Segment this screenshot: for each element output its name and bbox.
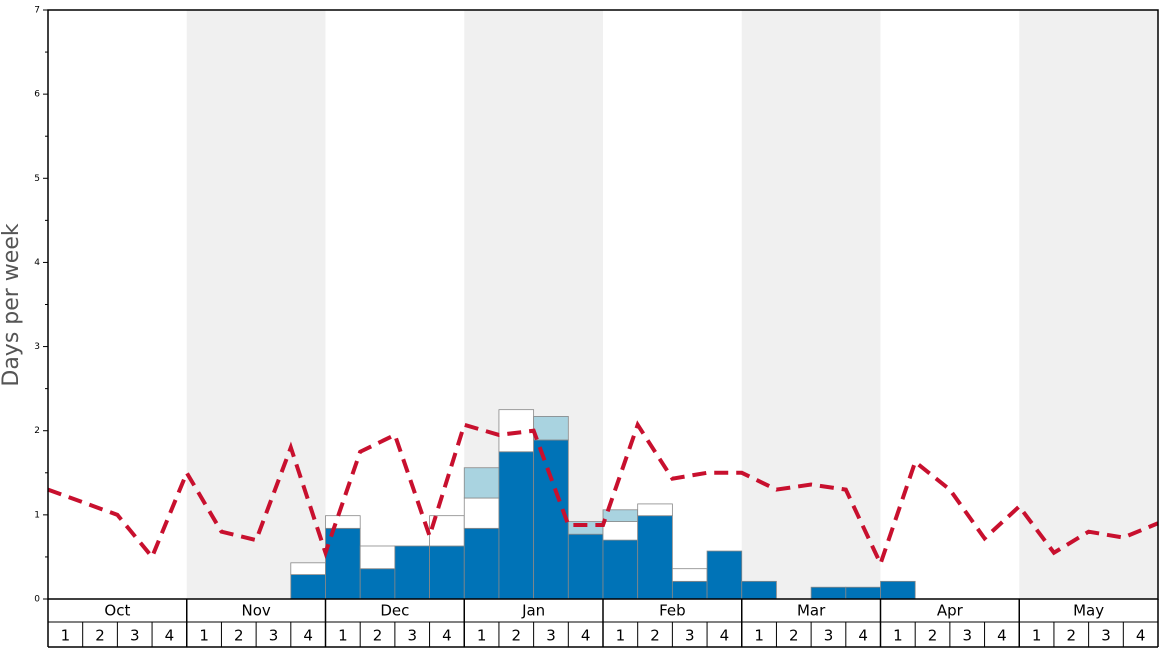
bar-segment	[290, 574, 326, 600]
bar-segment	[845, 586, 881, 600]
week-label: 2	[650, 627, 660, 645]
week-label: 4	[1136, 627, 1146, 645]
bar-segment	[706, 550, 743, 600]
bar-segment	[359, 568, 396, 600]
bar-segment	[325, 527, 361, 600]
bar-segment	[463, 467, 500, 499]
bar-segment	[290, 562, 326, 575]
bar-segment	[671, 580, 708, 600]
week-label: 1	[1032, 627, 1042, 645]
month-label: Feb	[659, 602, 686, 620]
bar-segment	[602, 521, 639, 541]
bar-segment	[602, 539, 639, 600]
bar-segment	[325, 515, 361, 529]
week-label: 4	[997, 627, 1007, 645]
bar-segment	[880, 580, 916, 600]
y-tick-label: 2	[34, 426, 40, 436]
month-label: Mar	[797, 602, 826, 620]
week-label: 3	[1101, 627, 1111, 645]
week-label: 1	[616, 627, 626, 645]
bar-segment	[567, 533, 604, 600]
month-label: Nov	[241, 602, 270, 620]
week-label: 4	[303, 627, 313, 645]
month-shade	[741, 10, 881, 599]
month-label: Oct	[104, 602, 130, 620]
week-label: 4	[442, 627, 452, 645]
y-tick-label: 4	[34, 258, 40, 268]
week-label: 3	[130, 627, 140, 645]
bar-segment	[741, 580, 777, 600]
week-label: 2	[234, 627, 244, 645]
bar-segment	[463, 527, 500, 600]
bar-segment	[602, 509, 639, 522]
week-label: 2	[789, 627, 799, 645]
week-label: 3	[407, 627, 417, 645]
bar-segment	[463, 497, 500, 529]
week-label: 2	[373, 627, 383, 645]
y-tick-label: 7	[34, 6, 40, 16]
y-tick-label: 6	[34, 90, 40, 100]
y-tick-label: 5	[34, 174, 40, 184]
week-label: 1	[199, 627, 209, 645]
week-label: 1	[477, 627, 487, 645]
y-tick-label: 3	[34, 342, 40, 352]
week-label: 4	[581, 627, 591, 645]
bar-segment	[394, 545, 430, 600]
week-label: 2	[928, 627, 938, 645]
week-label: 3	[824, 627, 834, 645]
week-label: 1	[754, 627, 764, 645]
month-label: May	[1073, 602, 1104, 620]
y-axis-label: Days per week	[0, 223, 24, 386]
week-label: 1	[338, 627, 348, 645]
week-label: 1	[61, 627, 71, 645]
month-label: Apr	[937, 602, 964, 620]
y-tick-label: 0	[34, 595, 40, 605]
week-label: 2	[1067, 627, 1077, 645]
week-label: 3	[269, 627, 279, 645]
month-shade	[1019, 10, 1158, 599]
month-shade	[186, 10, 326, 599]
week-label: 4	[858, 627, 868, 645]
bar-segment	[637, 515, 673, 600]
week-label: 2	[512, 627, 522, 645]
bar-segment	[810, 586, 847, 600]
bar-segment	[498, 451, 535, 600]
bar-segment	[637, 503, 673, 517]
week-label: 3	[685, 627, 695, 645]
week-label: 2	[95, 627, 105, 645]
week-label: 3	[962, 627, 972, 645]
month-label: Jan	[521, 602, 545, 620]
bar-segment	[429, 545, 465, 600]
bar-segment	[533, 439, 569, 600]
week-label: 1	[893, 627, 903, 645]
trend-line	[47, 420, 1159, 570]
week-label: 3	[546, 627, 556, 645]
y-tick-label: 1	[34, 510, 40, 520]
month-label: Dec	[380, 602, 409, 620]
bar-segment	[359, 545, 396, 570]
week-label: 4	[165, 627, 175, 645]
week-label: 4	[720, 627, 730, 645]
bar-segment	[498, 409, 535, 453]
bar-segment	[533, 416, 569, 441]
bar-segment	[671, 568, 708, 582]
